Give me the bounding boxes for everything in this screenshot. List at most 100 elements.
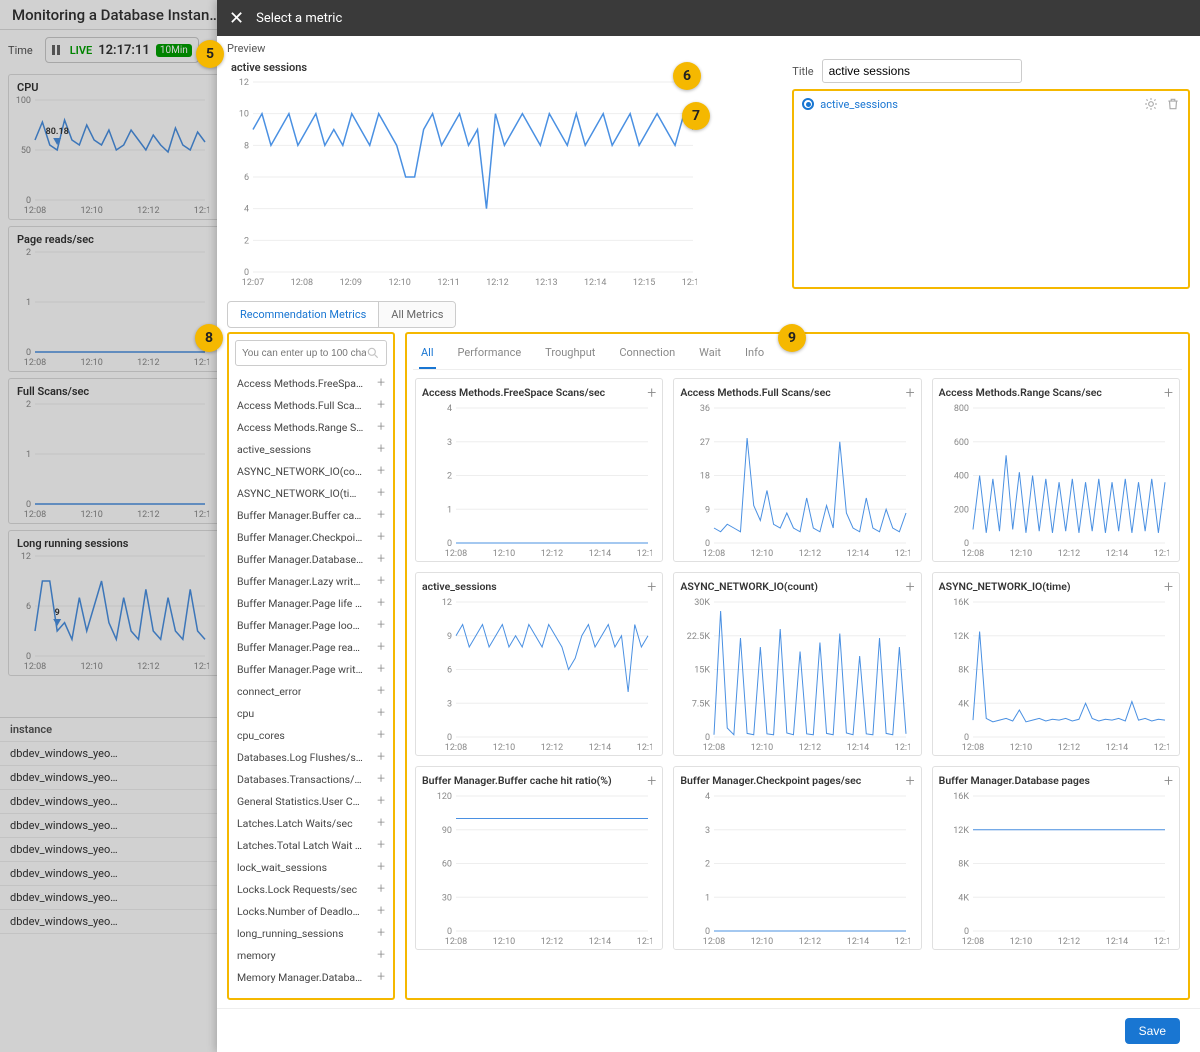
add-icon[interactable]: + xyxy=(377,815,385,831)
metric-list-item[interactable]: cpu + xyxy=(229,702,393,724)
add-icon[interactable]: + xyxy=(377,727,385,743)
add-icon[interactable]: + xyxy=(647,771,656,790)
add-icon[interactable]: + xyxy=(377,991,385,994)
add-icon[interactable]: + xyxy=(377,881,385,897)
svg-text:2: 2 xyxy=(447,472,452,482)
metric-list-item[interactable]: Buffer Manager.Page reads/…+ xyxy=(229,636,393,658)
metric-search[interactable] xyxy=(235,340,387,366)
card-title: ASYNC_NETWORK_IO(time) xyxy=(939,580,1071,593)
add-icon[interactable]: + xyxy=(377,485,385,501)
metric-list-item[interactable]: Buffer Manager.Checkpoint …+ xyxy=(229,526,393,548)
metric-list-item[interactable]: active_sessions+ xyxy=(229,438,393,460)
metric-list-item[interactable]: Access Methods.Range Sca… + xyxy=(229,416,393,438)
metric-type-tabs: Recommendation MetricsAll Metrics xyxy=(227,301,456,328)
add-icon[interactable]: + xyxy=(377,397,385,413)
close-icon[interactable]: ✕ xyxy=(229,8,244,29)
add-icon[interactable]: + xyxy=(377,551,385,567)
select-metric-modal: ✕ Select a metric Preview active session… xyxy=(217,0,1200,1052)
metric-name: Databases.Log Flushes/sec xyxy=(237,751,365,764)
add-icon[interactable]: + xyxy=(906,771,915,790)
metric-list-item[interactable]: lock_wait_sessions+ xyxy=(229,856,393,878)
add-icon[interactable]: + xyxy=(1164,577,1173,596)
add-icon[interactable]: + xyxy=(377,639,385,655)
metric-list-item[interactable]: cpu_cores+ xyxy=(229,724,393,746)
svg-text:4: 4 xyxy=(447,404,452,414)
metric-list-item[interactable]: Buffer Manager.Lazy writes/…+ xyxy=(229,570,393,592)
metric-list-item[interactable]: ASYNC_NETWORK_IO(count)+ xyxy=(229,460,393,482)
add-icon[interactable]: + xyxy=(377,375,385,391)
metric-list-item[interactable]: ASYNC_NETWORK_IO(time)+ xyxy=(229,482,393,504)
add-icon[interactable]: + xyxy=(377,573,385,589)
add-icon[interactable]: + xyxy=(377,529,385,545)
title-input[interactable] xyxy=(822,59,1022,83)
add-icon[interactable]: + xyxy=(377,661,385,677)
metric-type-tab[interactable]: All Metrics xyxy=(379,302,455,327)
svg-text:30K: 30K xyxy=(695,598,711,608)
add-icon[interactable]: + xyxy=(906,383,915,402)
metric-list-item[interactable]: Access Methods.FreeSpace …+ xyxy=(229,372,393,394)
metric-list-item[interactable]: Buffer Manager.Page writes/…+ xyxy=(229,658,393,680)
save-button[interactable]: Save xyxy=(1125,1018,1180,1044)
metric-list-item[interactable]: Memory Manager.Database …+ xyxy=(229,966,393,988)
add-icon[interactable]: + xyxy=(377,793,385,809)
add-icon[interactable]: + xyxy=(377,947,385,963)
metric-name: cpu xyxy=(237,707,254,720)
add-icon[interactable]: + xyxy=(377,595,385,611)
add-icon[interactable]: + xyxy=(377,925,385,941)
add-icon[interactable]: + xyxy=(1164,771,1173,790)
category-tab[interactable]: Performance xyxy=(456,342,524,369)
add-icon[interactable]: + xyxy=(377,749,385,765)
svg-text:12:10: 12:10 xyxy=(493,937,515,947)
trash-icon[interactable] xyxy=(1166,97,1180,111)
metric-list-item[interactable]: Latches.Latch Waits/sec+ xyxy=(229,812,393,834)
category-tab[interactable]: All xyxy=(419,342,436,369)
metric-list-item[interactable]: Buffer Manager.Database pa…+ xyxy=(229,548,393,570)
svg-text:0: 0 xyxy=(964,539,969,549)
add-icon[interactable]: + xyxy=(377,419,385,435)
add-icon[interactable]: + xyxy=(377,617,385,633)
metric-name: Access Methods.Range Sca… xyxy=(237,421,365,434)
svg-text:12:14: 12:14 xyxy=(589,937,611,947)
add-icon[interactable]: + xyxy=(377,705,385,721)
metric-list-item[interactable]: Access Methods.Full Scans/…+ xyxy=(229,394,393,416)
category-tab[interactable]: Troughput xyxy=(543,342,597,369)
metric-list-item[interactable]: Locks.Number of Deadlocks…+ xyxy=(229,900,393,922)
metric-list-item[interactable]: Locks.Lock Requests/sec+ xyxy=(229,878,393,900)
category-tab[interactable]: Wait xyxy=(697,342,723,369)
metric-list-item[interactable]: long_running_sessions+ xyxy=(229,922,393,944)
metric-list-item[interactable]: General Statistics.User Conn…+ xyxy=(229,790,393,812)
metric-list-item[interactable]: Memory Manager.Free Mem…+ xyxy=(229,988,393,994)
metric-list-item[interactable]: memory+ xyxy=(229,944,393,966)
category-tab[interactable]: Connection xyxy=(617,342,677,369)
metric-list-item[interactable]: Buffer Manager.Page life exp…+ xyxy=(229,592,393,614)
metric-list-item[interactable]: connect_error+ xyxy=(229,680,393,702)
add-icon[interactable]: + xyxy=(377,969,385,985)
add-icon[interactable]: + xyxy=(377,507,385,523)
selected-metric-row[interactable]: active_sessions xyxy=(802,97,1180,111)
add-icon[interactable]: + xyxy=(377,837,385,853)
add-icon[interactable]: + xyxy=(1164,383,1173,402)
add-icon[interactable]: + xyxy=(377,903,385,919)
metric-list-item[interactable]: Databases.Transactions/sec+ xyxy=(229,768,393,790)
add-icon[interactable]: + xyxy=(377,859,385,875)
add-icon[interactable]: + xyxy=(647,383,656,402)
svg-text:12:12: 12:12 xyxy=(1057,549,1079,559)
search-input[interactable] xyxy=(242,348,366,359)
svg-text:12:08: 12:08 xyxy=(703,743,725,753)
category-tab[interactable]: Info xyxy=(743,342,766,369)
svg-text:12:12: 12:12 xyxy=(541,937,563,947)
metric-list-item[interactable]: Buffer Manager.Buffer cache…+ xyxy=(229,504,393,526)
metric-list-item[interactable]: Databases.Log Flushes/sec + xyxy=(229,746,393,768)
add-icon[interactable]: + xyxy=(647,577,656,596)
add-icon[interactable]: + xyxy=(377,441,385,457)
title-label: Title xyxy=(792,65,813,78)
metric-list-item[interactable]: Buffer Manager.Page lookup…+ xyxy=(229,614,393,636)
add-icon[interactable]: + xyxy=(377,771,385,787)
add-icon[interactable]: + xyxy=(377,463,385,479)
settings-icon[interactable] xyxy=(1144,97,1158,111)
metric-type-tab[interactable]: Recommendation Metrics xyxy=(228,302,379,327)
add-icon[interactable]: + xyxy=(906,577,915,596)
add-icon[interactable]: + xyxy=(377,683,385,699)
svg-text:12:10: 12:10 xyxy=(751,937,773,947)
metric-list-item[interactable]: Latches.Total Latch Wait Ti…+ xyxy=(229,834,393,856)
